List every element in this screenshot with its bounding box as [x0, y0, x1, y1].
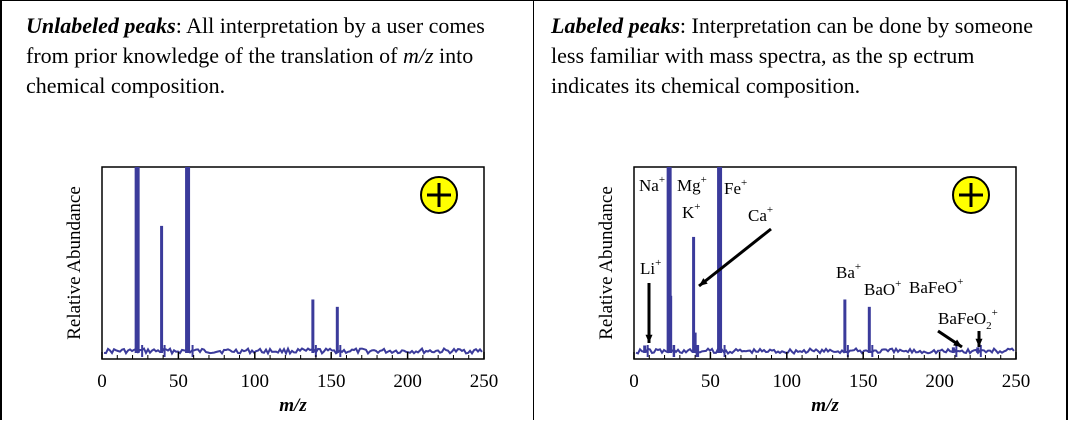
caption-unlabeled-text: : All interpretation by a user comes fro… — [26, 13, 485, 68]
x-tick-label-50: 50 — [701, 371, 720, 392]
x-tick-label-0: 0 — [629, 371, 639, 392]
plot-frame — [101, 166, 485, 360]
peak-1 — [160, 225, 164, 353]
arrow-bafeo2-head — [953, 339, 962, 347]
label-ca: Ca+ — [748, 204, 773, 225]
x-tick-label-200: 200 — [925, 371, 954, 392]
caption-unlabeled: Unlabeled peaks: All interpretation by a… — [26, 11, 526, 101]
peak-8 — [951, 347, 955, 353]
x-axis-title: m/z — [279, 395, 307, 416]
peak-0 — [643, 345, 647, 353]
x-tick-label-250: 250 — [1002, 371, 1031, 392]
spectrum-unlabeled: 0 50 100 150 200 250 m/z Relative Abundance — [64, 166, 499, 416]
heading-unlabeled: Unlabeled peaks — [26, 13, 176, 38]
x-tick-label-250: 250 — [470, 371, 499, 392]
y-axis-title: Relative Abundance — [64, 186, 85, 340]
peak-5 — [717, 167, 723, 353]
label-bao: BaO+ — [864, 278, 901, 299]
baseline-noise — [103, 346, 483, 356]
arrow-ca — [698, 227, 772, 288]
label-bafeo2: BaFeO2+ — [938, 307, 998, 332]
x-tick-label-200: 200 — [393, 371, 422, 392]
peak-3 — [311, 299, 315, 353]
caption-labeled: Labeled peaks: Interpretation can be don… — [551, 11, 1051, 101]
peak-6 — [843, 299, 847, 353]
panel-unlabeled: Unlabeled peaks: All interpretation by a… — [0, 0, 534, 420]
peak-1 — [666, 167, 672, 353]
peak-4 — [335, 306, 339, 353]
x-tick-label-100: 100 — [241, 371, 270, 392]
x-tick-label-0: 0 — [97, 371, 107, 392]
arrow-bafeo2b-head — [975, 338, 983, 347]
label-mg: Mg+ — [677, 174, 707, 195]
x-tick-label-150: 150 — [849, 371, 878, 392]
label-fe: Fe+ — [724, 177, 747, 198]
peak-0 — [134, 167, 140, 353]
arrow-li-head — [645, 334, 653, 343]
heading-labeled: Labeled peaks — [551, 13, 680, 38]
peak-7 — [867, 306, 871, 353]
label-ba: Ba+ — [836, 261, 861, 282]
peak-9 — [976, 347, 980, 353]
x-tick-label-50: 50 — [169, 371, 188, 392]
label-k: K+ — [682, 201, 701, 222]
peak-4 — [693, 332, 697, 353]
panel-labeled: Labeled peaks: Interpretation can be don… — [534, 0, 1068, 420]
peak-3 — [692, 236, 696, 353]
label-bafeo: BaFeO+ — [909, 276, 963, 297]
x-tick-label-100: 100 — [773, 371, 802, 392]
caption-unlabeled-end: into chemical composition. — [26, 43, 474, 98]
x-tick-label-150: 150 — [317, 371, 346, 392]
label-li: Li+ — [640, 257, 661, 278]
peak-2 — [669, 295, 673, 353]
peak-2 — [185, 167, 191, 353]
caption-labeled-text: : Interpretation can be done by someone … — [551, 13, 1034, 98]
plot-frame — [633, 166, 1017, 360]
caption-mz: m/z — [402, 43, 434, 68]
x-axis-title: m/z — [811, 395, 839, 416]
label-na: Na+ — [639, 174, 665, 195]
spectrum-labeled: 0 50 100 150 200 250 m/z Relative Abundance Li+ N… — [596, 166, 1031, 416]
arrow-ca-head — [699, 278, 708, 286]
y-axis-title: Relative Abundance — [596, 186, 617, 340]
